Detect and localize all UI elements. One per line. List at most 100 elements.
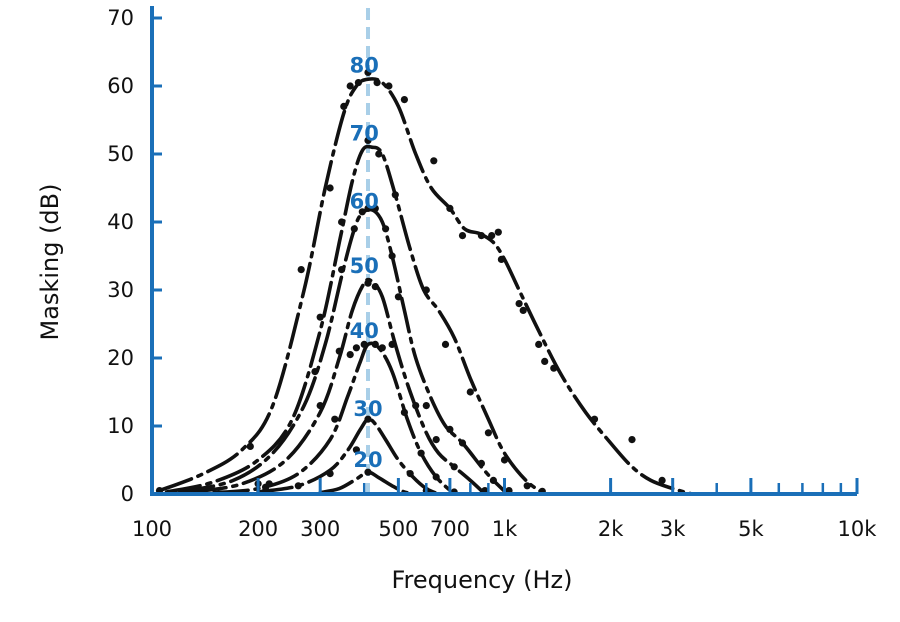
data-point-60-curve-a-13: [477, 459, 485, 467]
y-tick-label-0: 0: [121, 482, 134, 506]
y-tick-label-70: 70: [107, 6, 134, 30]
curves-layer: [157, 77, 694, 496]
level-label-60: 60: [350, 190, 379, 214]
data-point-70-curve-4: [375, 150, 383, 158]
data-point-80-curve-16: [494, 228, 502, 236]
level-label-50: 50: [350, 254, 379, 278]
data-point-60-curve-a-2: [338, 266, 346, 274]
data-point-80-curve-20: [535, 340, 543, 348]
data-point-40-6: [378, 344, 386, 352]
x-tick-label-10k: 10k: [838, 517, 878, 541]
data-point-40-5: [371, 340, 379, 348]
data-point-80-curve-23: [590, 415, 599, 423]
y-tick-label-50: 50: [107, 142, 134, 166]
data-point-60-curve-a-8: [388, 252, 396, 260]
data-point-80-curve-1: [246, 442, 254, 450]
data-point-80-curve-5: [346, 82, 354, 90]
data-point-60-curve-a-11: [446, 425, 454, 433]
data-point-70-curve-3: [364, 136, 372, 144]
data-point-80-curve-17: [497, 255, 505, 263]
data-point-40-2: [346, 351, 354, 359]
data-point-80-curve-19: [519, 306, 527, 314]
data-point-70-curve-10: [500, 456, 509, 464]
data-point-60-curve-a-12: [458, 439, 467, 447]
data-point-80-curve-6: [354, 79, 362, 87]
data-point-70-curve-6: [422, 286, 430, 294]
data-point-60-curve-a-10: [422, 402, 430, 410]
data-point-60-curve-a-7: [382, 225, 390, 233]
data-point-50-1: [316, 402, 324, 410]
x-tick-label-3k: 3k: [660, 517, 686, 541]
data-point-60-curve-a-3: [350, 225, 358, 233]
x-tick-label-2k: 2k: [598, 517, 624, 541]
data-point-60-curve-a-14: [489, 476, 497, 484]
data-point-80-curve-7: [364, 68, 372, 76]
data-point-60-curve-a-4: [358, 208, 366, 216]
data-point-30-3: [294, 482, 302, 490]
data-point-70-curve-7: [441, 340, 450, 348]
data-point-60-curve-a-5: [364, 204, 372, 212]
level-labels-layer: 20 30 40 50 60 70 80: [350, 54, 383, 472]
x-tick-label-700: 700: [430, 517, 470, 541]
x-tick-label-5k: 5k: [738, 517, 764, 541]
data-point-50-6: [412, 402, 420, 410]
data-point-60-curve-a-9: [394, 293, 402, 301]
y-axis-title: Masking (dB): [36, 184, 64, 341]
points-layer: [155, 68, 666, 496]
level-label-80: 80: [350, 54, 379, 78]
data-point-80-curve-12: [446, 204, 454, 212]
y-tick-label-10: 10: [107, 414, 134, 438]
data-point-80-curve-22: [550, 364, 558, 372]
level-label-30: 30: [353, 397, 382, 421]
curve-20: [318, 470, 418, 496]
data-point-80-curve-11: [430, 157, 438, 165]
data-point-80-curve-24: [628, 436, 636, 444]
data-point-50-8: [450, 463, 458, 471]
data-point-50-3: [364, 279, 372, 287]
data-point-80-curve-25: [658, 476, 666, 484]
level-label-20: 20: [353, 448, 382, 472]
axes-layer: [150, 6, 857, 496]
data-point-80-curve-9: [385, 82, 393, 90]
x-tick-label-100: 100: [132, 517, 172, 541]
ticks-layer: 0 10 20 30 40 50 60 70 100 200 300 500 700 1k 2k 3k 5k 10…: [107, 6, 877, 541]
data-point-70-curve-5: [391, 191, 399, 199]
data-point-70-curve-8: [466, 388, 474, 396]
data-point-80-curve-21: [541, 357, 549, 365]
x-tick-label-300: 300: [300, 517, 340, 541]
data-point-40-9: [432, 473, 440, 481]
data-point-70-curve-9: [484, 429, 492, 437]
data-point-30-2: [326, 470, 334, 478]
data-point-30-0: [364, 415, 372, 423]
data-point-70-curve-1: [316, 313, 324, 321]
data-point-60-curve-a-0: [265, 480, 273, 488]
level-label-70: 70: [350, 122, 379, 146]
data-point-50-4: [371, 283, 379, 291]
data-point-40-1: [331, 415, 339, 423]
data-point-40-8: [417, 449, 425, 457]
data-point-80-curve-10: [400, 96, 408, 104]
y-tick-label-40: 40: [107, 210, 134, 234]
data-point-80-curve-13: [458, 232, 467, 240]
data-point-30-4: [406, 470, 414, 478]
level-label-40: 40: [350, 319, 379, 343]
data-point-80-curve-8: [373, 79, 381, 87]
y-tick-label-30: 30: [107, 278, 134, 302]
curve-70-curve: [164, 144, 547, 496]
x-tick-label-500: 500: [378, 517, 418, 541]
y-tick-label-60: 60: [107, 74, 134, 98]
y-tick-label-20: 20: [107, 346, 134, 370]
data-point-70-curve-11: [523, 482, 531, 490]
data-point-60-curve-a-6: [371, 204, 379, 212]
data-point-40-7: [400, 408, 408, 416]
data-point-40-4: [360, 340, 368, 348]
x-tick-label-200: 200: [238, 517, 278, 541]
data-point-80-curve-18: [515, 300, 523, 308]
x-axis-title: Frequency (Hz): [392, 566, 573, 594]
data-point-50-2: [335, 347, 343, 355]
data-point-80-curve-3: [326, 184, 334, 192]
data-point-40-3: [352, 344, 360, 352]
x-tick-label-1k: 1k: [492, 517, 518, 541]
data-point-70-curve-2: [338, 218, 346, 226]
